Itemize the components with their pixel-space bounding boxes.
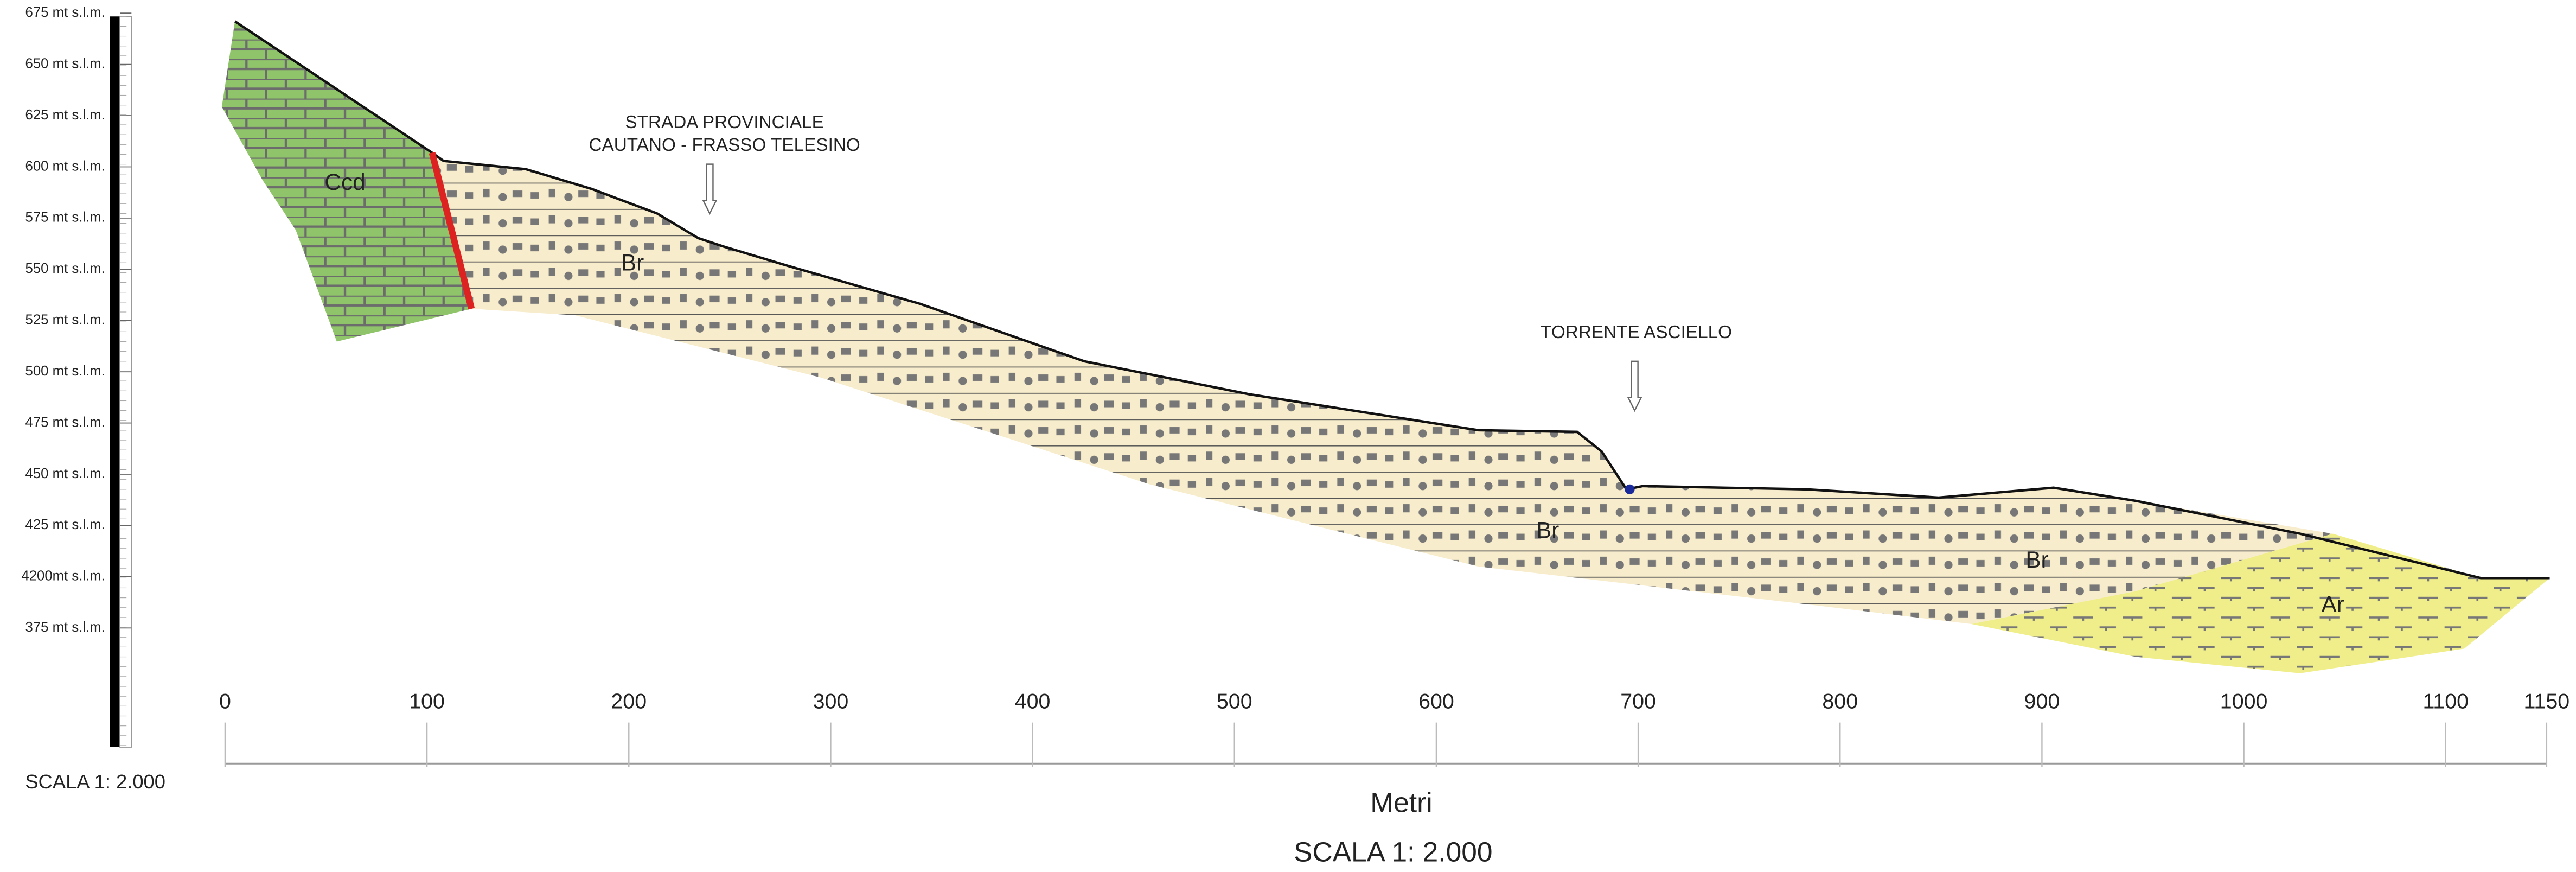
elevation-label: 550 mt s.l.m. [25, 261, 105, 276]
elevation-bar [110, 16, 120, 747]
x-tick-label: 1100 [2422, 690, 2469, 714]
scale-label: SCALA 1: 2.000 [1294, 836, 1492, 867]
elevation-label: 475 mt s.l.m. [25, 415, 105, 430]
road-label: CAUTANO - FRASSO TELESINO [589, 135, 860, 155]
arrow [702, 163, 718, 215]
x-tick-label: 900 [2024, 690, 2060, 714]
elevation-label: 425 mt s.l.m. [25, 517, 105, 532]
x-tick-label: 0 [219, 690, 231, 714]
ccd-unit [221, 21, 472, 342]
x-tick-label: 200 [611, 690, 647, 714]
elevation-label: 575 mt s.l.m. [25, 210, 105, 225]
x-tick-label: 500 [1217, 690, 1252, 714]
road-label: STRADA PROVINCIALE [625, 112, 824, 132]
x-tick-label: 1000 [2220, 690, 2268, 714]
x-tick-label: 700 [1620, 690, 1656, 714]
x-tick-label: 300 [813, 690, 849, 714]
elevation-label: 625 mt s.l.m. [25, 107, 105, 123]
geology [221, 20, 2550, 673]
elevation-label: 450 mt s.l.m. [25, 466, 105, 481]
formation-label: Ar [2322, 591, 2344, 617]
x-axis-title: Metri [1370, 787, 1432, 818]
elevation-label: 375 mt s.l.m. [25, 620, 105, 635]
formation-label: Ccd [324, 169, 365, 195]
stream-label: TORRENTE ASCIELLO [1541, 322, 1732, 342]
ar-unit [1971, 533, 2550, 673]
elevation-label: 525 mt s.l.m. [25, 313, 105, 328]
arrow [1627, 360, 1642, 412]
x-tick-label: 400 [1015, 690, 1051, 714]
x-tick-label: 100 [409, 690, 445, 714]
x-tick-label: 600 [1418, 690, 1454, 714]
fault [429, 151, 475, 310]
elevation-ruler [119, 16, 132, 748]
formation-label: Br [621, 250, 644, 275]
stream-point [1625, 484, 1635, 494]
x-tick-label: 1150 [2524, 690, 2570, 714]
elevation-label: 675 mt s.l.m. [25, 5, 105, 20]
x-tick-label: 800 [1822, 690, 1858, 714]
scale-label: SCALA 1: 2.000 [25, 771, 165, 793]
formation-label: Br [2025, 547, 2048, 572]
br-unit [432, 152, 2333, 625]
formation-label: Br [1536, 518, 1559, 543]
elevation-label: 600 mt s.l.m. [25, 158, 105, 174]
elevation-label: 500 mt s.l.m. [25, 364, 105, 379]
ground-surface [234, 20, 2550, 580]
elevation-label: 650 mt s.l.m. [25, 56, 105, 71]
elevation-label: 4200mt s.l.m. [21, 569, 105, 584]
